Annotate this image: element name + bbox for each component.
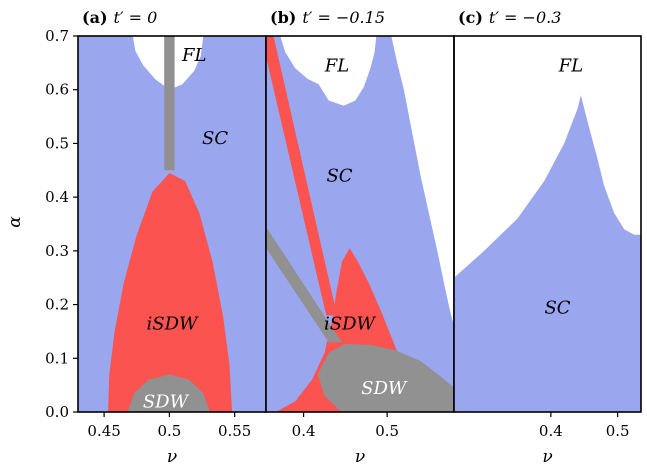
y-tick-label-6: 0.6 bbox=[45, 81, 69, 99]
region-label-sc-b: SC bbox=[326, 166, 352, 187]
region-fl-b-2 bbox=[280, 36, 377, 106]
y-tick-label-2: 0.2 bbox=[45, 296, 69, 314]
x-axis-label-b: ν bbox=[355, 447, 365, 467]
panel-c: SC FL 0.4 0.5 ν (c) t′ = −0.3 bbox=[453, 8, 642, 467]
panel-a: SC FL iSDW SDW 0.45 0.5 0.55 ν (a) t′ = 0 0.0 0.1 0.… bbox=[45, 8, 267, 467]
panel-title-a: (a) t′ = 0 bbox=[82, 8, 157, 27]
x-tick-label-b-1: 0.5 bbox=[375, 422, 399, 440]
x-tick-label-a-0: 0.45 bbox=[87, 422, 120, 440]
x-axis-label-a: ν bbox=[167, 447, 177, 467]
region-label-fl-b: FL bbox=[324, 56, 349, 77]
y-tick-label-3: 0.3 bbox=[45, 242, 69, 260]
panel-a-regions bbox=[78, 36, 266, 412]
x-tick-label-a-2: 0.55 bbox=[218, 422, 251, 440]
region-isdw-a-2 bbox=[108, 173, 233, 412]
panel-title-b: (b) t′ = −0.15 bbox=[270, 8, 385, 27]
region-label-isdw-a: iSDW bbox=[146, 313, 199, 334]
panel-title-param-b: t′ = −0.15 bbox=[302, 8, 385, 27]
panel-title-tag-b: (b) bbox=[270, 8, 296, 27]
region-label-sdw-a: SDW bbox=[143, 391, 190, 412]
y-tick-label-1: 0.1 bbox=[45, 349, 69, 367]
region-label-sc-c: SC bbox=[544, 297, 570, 318]
x-tick-label-a-1: 0.5 bbox=[157, 422, 181, 440]
region-sdw-a-3 bbox=[127, 374, 210, 412]
panel-title-param-c: t′ = −0.3 bbox=[489, 8, 562, 27]
y-tick-label-4: 0.4 bbox=[45, 188, 69, 206]
panel-title-tag-c: (c) bbox=[458, 8, 483, 27]
panel-title-tag-a: (a) bbox=[82, 8, 108, 27]
region-label-sdw-b: SDW bbox=[361, 378, 408, 399]
y-tick-label-0: 0.0 bbox=[45, 403, 69, 421]
region-label-sc-a: SC bbox=[202, 128, 228, 149]
region-label-isdw-b: iSDW bbox=[324, 313, 377, 334]
x-tick-label-c-1: 0.5 bbox=[606, 422, 630, 440]
x-tick-label-c-0: 0.4 bbox=[539, 422, 563, 440]
region-label-fl-a: FL bbox=[181, 45, 206, 66]
region-label-fl-c: FL bbox=[558, 56, 583, 77]
region-sc-c-0 bbox=[454, 95, 641, 412]
panel-title-c: (c) t′ = −0.3 bbox=[458, 8, 561, 27]
y-tick-label-7: 0.7 bbox=[45, 27, 69, 45]
x-tick-label-b-0: 0.4 bbox=[292, 422, 316, 440]
region-isdw-b-4 bbox=[266, 36, 337, 316]
panel-c-regions bbox=[454, 95, 641, 412]
x-axis-label-c: ν bbox=[542, 447, 552, 467]
region-sdw-b-7 bbox=[317, 343, 454, 412]
panel-b: SC FL iSDW SDW 0.4 0.5 ν (b) t′ = −0.15 bbox=[265, 8, 455, 467]
panel-title-param-a: t′ = 0 bbox=[114, 8, 158, 27]
panel-b-regions bbox=[266, 36, 454, 412]
y-tick-label-5: 0.5 bbox=[45, 134, 69, 152]
region-sdw-a-4 bbox=[164, 36, 175, 171]
y-axis-label: α bbox=[5, 216, 25, 228]
panel-c-frame bbox=[453, 35, 642, 413]
